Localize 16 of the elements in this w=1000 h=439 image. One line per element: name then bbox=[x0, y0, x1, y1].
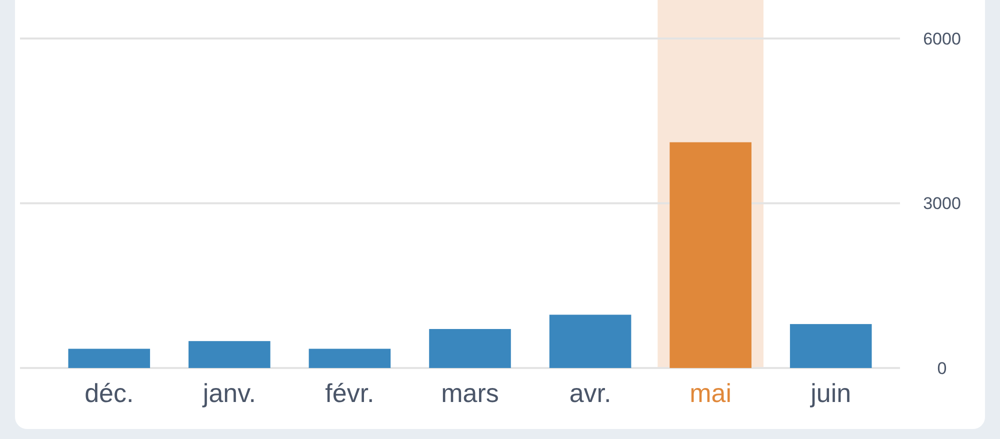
x-tick-label: juin bbox=[810, 378, 852, 408]
x-tick-label: mai bbox=[690, 378, 732, 408]
y-tick-label: 0 bbox=[937, 358, 947, 378]
x-tick-label: mars bbox=[441, 378, 499, 408]
x-tick-label: avr. bbox=[569, 378, 612, 408]
bar bbox=[429, 329, 511, 368]
x-tick-label: févr. bbox=[325, 378, 374, 408]
x-tick-label: déc. bbox=[84, 378, 134, 408]
x-tick-label: janv. bbox=[202, 378, 256, 408]
bar bbox=[790, 324, 872, 368]
y-tick-label: 6000 bbox=[923, 29, 961, 48]
bar bbox=[188, 341, 270, 368]
bar bbox=[549, 314, 632, 368]
y-tick-label: 3000 bbox=[923, 194, 961, 214]
bar bbox=[308, 348, 391, 368]
bar bbox=[68, 348, 150, 368]
